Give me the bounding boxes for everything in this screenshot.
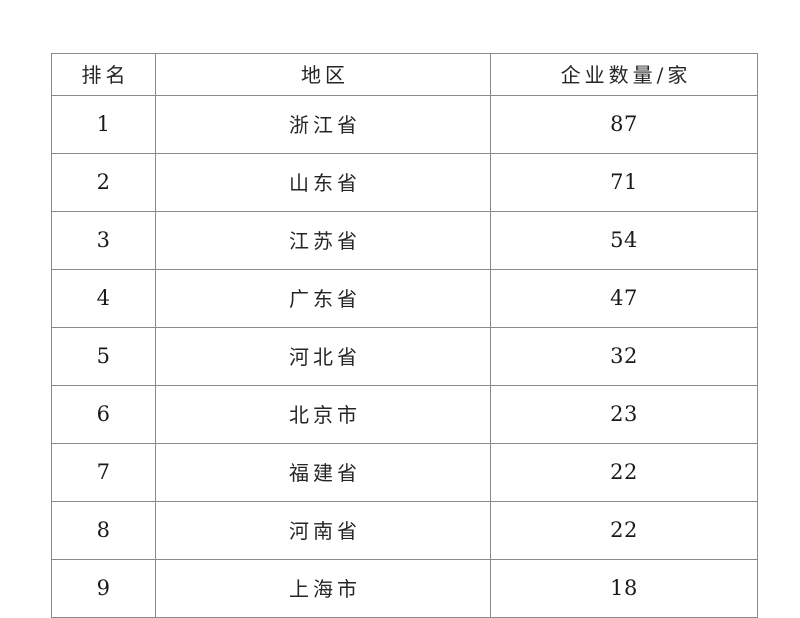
cell-area: 浙江省: [155, 95, 491, 154]
cell-count: 54: [490, 211, 758, 270]
cell-rank: 1: [51, 95, 156, 154]
cell-area: 山东省: [155, 153, 491, 212]
rank-value: 6: [96, 401, 111, 426]
count-value: 22: [610, 459, 638, 484]
count-value: 71: [610, 169, 638, 194]
cell-count: 22: [490, 443, 758, 502]
cell-area: 河南省: [155, 501, 491, 560]
area-value: 河北省: [289, 344, 361, 369]
cell-area: 河北省: [155, 327, 491, 386]
area-value: 江苏省: [289, 228, 361, 253]
cell-rank: 4: [51, 269, 156, 328]
count-value: 47: [610, 285, 638, 310]
cell-rank: 2: [51, 153, 156, 212]
rank-value: 9: [96, 575, 111, 600]
area-value: 山东省: [289, 170, 361, 195]
count-value: 18: [610, 575, 638, 600]
cell-rank: 8: [51, 501, 156, 560]
cell-count: 47: [490, 269, 758, 328]
column-header-count-label: 企业数量/家: [560, 62, 692, 87]
cell-count: 71: [490, 153, 758, 212]
table-row: 4 广东省 47: [51, 269, 758, 328]
page-canvas: 排名 地区 企业数量/家 1 浙江省 87: [51, 53, 758, 618]
cell-rank: 5: [51, 327, 156, 386]
cell-count: 23: [490, 385, 758, 444]
cell-rank: 9: [51, 559, 156, 618]
rank-value: 2: [96, 169, 111, 194]
area-value: 广东省: [289, 286, 361, 311]
column-header-rank: 排名: [51, 53, 156, 96]
cell-count: 87: [490, 95, 758, 154]
table-row: 3 江苏省 54: [51, 211, 758, 270]
cell-area: 上海市: [155, 559, 491, 618]
ranking-table: 排名 地区 企业数量/家 1 浙江省 87: [51, 53, 758, 618]
cell-area: 江苏省: [155, 211, 491, 270]
rank-value: 1: [96, 111, 111, 136]
count-value: 23: [610, 401, 638, 426]
table-body: 1 浙江省 87 2 山东省 71: [51, 95, 758, 618]
count-value: 54: [610, 227, 638, 252]
area-value: 上海市: [289, 576, 361, 601]
table-header-row: 排名 地区 企业数量/家: [51, 53, 758, 96]
cell-area: 广东省: [155, 269, 491, 328]
area-value: 河南省: [289, 518, 361, 543]
area-value: 北京市: [289, 402, 361, 427]
cell-rank: 6: [51, 385, 156, 444]
cell-count: 32: [490, 327, 758, 386]
table-row: 9 上海市 18: [51, 559, 758, 618]
count-value: 32: [610, 343, 638, 368]
rank-value: 5: [96, 343, 111, 368]
cell-rank: 3: [51, 211, 156, 270]
column-header-area-label: 地区: [301, 62, 349, 87]
area-value: 福建省: [289, 460, 361, 485]
rank-value: 7: [96, 459, 111, 484]
cell-area: 北京市: [155, 385, 491, 444]
table-row: 5 河北省 32: [51, 327, 758, 386]
cell-count: 22: [490, 501, 758, 560]
rank-value: 8: [96, 517, 111, 542]
cell-count: 18: [490, 559, 758, 618]
column-header-area: 地区: [155, 53, 491, 96]
table-row: 6 北京市 23: [51, 385, 758, 444]
column-header-rank-label: 排名: [81, 62, 130, 87]
cell-rank: 7: [51, 443, 156, 502]
count-value: 87: [610, 111, 638, 136]
table-row: 1 浙江省 87: [51, 95, 758, 154]
cell-area: 福建省: [155, 443, 491, 502]
rank-value: 3: [96, 227, 111, 252]
area-value: 浙江省: [289, 112, 361, 137]
table-row: 7 福建省 22: [51, 443, 758, 502]
count-value: 22: [610, 517, 638, 542]
table-row: 8 河南省 22: [51, 501, 758, 560]
rank-value: 4: [96, 285, 111, 310]
column-header-count: 企业数量/家: [490, 53, 758, 96]
table-row: 2 山东省 71: [51, 153, 758, 212]
table-header: 排名 地区 企业数量/家: [51, 53, 758, 96]
